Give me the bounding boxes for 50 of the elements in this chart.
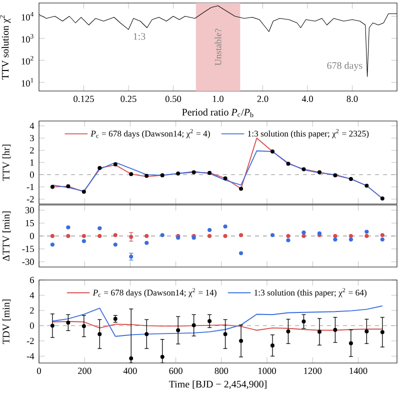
y-axis-title: TTV [hr] <box>2 144 11 181</box>
y-tick-label: 4 <box>30 122 34 129</box>
x-tick-label: 2.0 <box>257 96 268 102</box>
y-axis-title: TDV [min] <box>2 300 11 344</box>
y-tick-label: 0 <box>30 232 34 240</box>
y-tick-label: 10$^{1}$ <box>22 78 34 86</box>
y-tick-label: 10$^{2}$ <box>22 56 34 65</box>
y-tick-label: -2 <box>26 338 34 344</box>
x-tick-label: 1200 <box>304 368 322 374</box>
x-axis-title: Period ratio P$_{c}$/P$_{b}$ <box>182 108 254 118</box>
x-tick-label: 400 <box>123 368 137 374</box>
y-tick-label: -1 <box>26 184 34 190</box>
y-tick-label: -2 <box>26 196 34 202</box>
x-axis-title: Time [BJD − 2,454,900] <box>169 380 266 389</box>
x-tick-label: 1400 <box>350 368 368 374</box>
y-tick-label: 0 <box>30 322 34 329</box>
y-tick-label: 10$^{3}$ <box>22 34 34 43</box>
x-tick-label: 8.0 <box>346 96 358 102</box>
legend-label: 1:3 solution (this paper; χ$^{2}$ = 2325) <box>248 129 369 138</box>
y-tick-label: 6 <box>30 276 34 284</box>
y-tick-label: 4 <box>30 292 34 298</box>
annotation: 678 days <box>327 62 362 71</box>
y-tick-label: 30 <box>25 207 34 214</box>
y-tick-label: 1 <box>30 159 34 166</box>
x-tick-label: 0.50 <box>165 96 182 102</box>
y-tick-label: 2 <box>30 147 34 154</box>
y-tick-label: 15 <box>26 220 34 226</box>
x-tick-label: 200 <box>78 368 92 374</box>
legend-label: P$_{c}$ = 678 days (Dawson14; χ$^{2}$ = 4) <box>90 129 210 138</box>
y-tick-label: -30 <box>22 258 34 265</box>
y-tick-label: 3 <box>30 134 34 142</box>
y-axis-title: ΔTTV [min] <box>2 211 11 261</box>
annotation: 1:3 <box>134 33 146 40</box>
x-tick-label: 0 <box>37 368 41 374</box>
x-tick-label: 1000 <box>258 368 276 374</box>
legend-label: P$_{c}$ = 678 days (Dawson14; χ$^{2}$ = 14) <box>92 288 216 298</box>
x-tick-label: 0.25 <box>120 96 136 102</box>
y-tick-label: 10$^{4}$ <box>22 12 34 20</box>
x-tick-label: 0.125 <box>74 96 94 102</box>
x-tick-label: 600 <box>169 368 182 374</box>
legend-label: 1:3 solution (this paper; χ$^{2}$ = 64) <box>254 288 366 298</box>
x-tick-label: 1.0 <box>212 96 224 102</box>
x-tick-label: 4.0 <box>302 96 313 102</box>
y-tick-label: 2 <box>30 307 34 314</box>
y-tick-label: 0 <box>30 172 34 178</box>
y-axis-title: TTV solution χ$^{2}$ <box>0 15 11 80</box>
y-tick-label: -4 <box>26 353 34 360</box>
band-label: Unstable? <box>214 28 222 66</box>
y-tick-label: -15 <box>22 246 34 252</box>
x-tick-label: 800 <box>214 368 228 374</box>
